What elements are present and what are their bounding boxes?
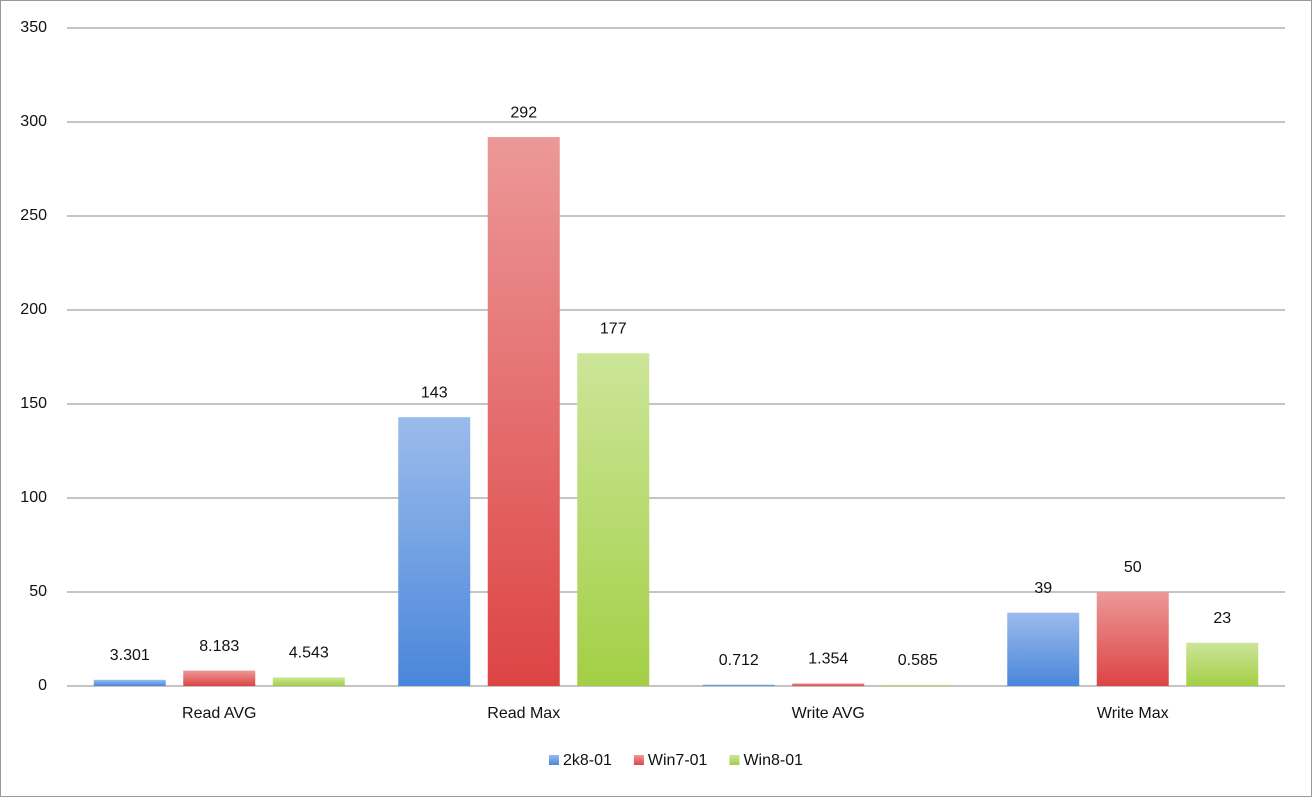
legend-swatch bbox=[633, 755, 644, 765]
bar bbox=[183, 670, 256, 686]
bar bbox=[272, 677, 345, 686]
x-tick-label: Read AVG bbox=[182, 705, 256, 722]
bar bbox=[398, 417, 471, 686]
data-label: 1.354 bbox=[808, 651, 848, 668]
y-tick-label: 350 bbox=[20, 19, 47, 36]
data-label: 0.585 bbox=[898, 652, 938, 669]
bar bbox=[1186, 642, 1259, 686]
legend-swatch bbox=[729, 755, 740, 765]
legend-label: Win7-01 bbox=[648, 752, 708, 769]
data-label: 8.183 bbox=[199, 638, 239, 655]
y-tick-label: 200 bbox=[20, 301, 47, 318]
data-label: 39 bbox=[1034, 580, 1052, 597]
bar bbox=[577, 353, 650, 686]
data-label: 4.543 bbox=[289, 645, 329, 662]
bar bbox=[1007, 612, 1080, 686]
y-tick-label: 100 bbox=[20, 489, 47, 506]
legend-swatch bbox=[548, 755, 559, 765]
data-label: 50 bbox=[1124, 559, 1142, 576]
y-tick-label: 150 bbox=[20, 395, 47, 412]
data-label: 292 bbox=[510, 104, 537, 121]
bar bbox=[702, 684, 775, 686]
y-tick-label: 250 bbox=[20, 207, 47, 224]
data-label: 143 bbox=[421, 384, 448, 401]
y-tick-label: 0 bbox=[38, 677, 47, 694]
bar bbox=[881, 684, 954, 686]
y-tick-label: 300 bbox=[20, 113, 47, 130]
data-label: 177 bbox=[600, 320, 627, 337]
y-tick-label: 50 bbox=[29, 583, 47, 600]
legend-label: Win8-01 bbox=[743, 752, 803, 769]
bar bbox=[1096, 592, 1169, 686]
x-tick-label: Write AVG bbox=[792, 705, 865, 722]
bar bbox=[792, 683, 865, 686]
bar bbox=[93, 679, 166, 686]
data-label: 0.712 bbox=[719, 652, 759, 669]
legend-label: 2k8-01 bbox=[563, 752, 612, 769]
x-tick-label: Write Max bbox=[1097, 705, 1169, 722]
x-tick-label: Read Max bbox=[487, 705, 560, 722]
data-label: 3.301 bbox=[110, 647, 150, 664]
data-label: 23 bbox=[1213, 610, 1231, 627]
bar bbox=[487, 137, 560, 687]
